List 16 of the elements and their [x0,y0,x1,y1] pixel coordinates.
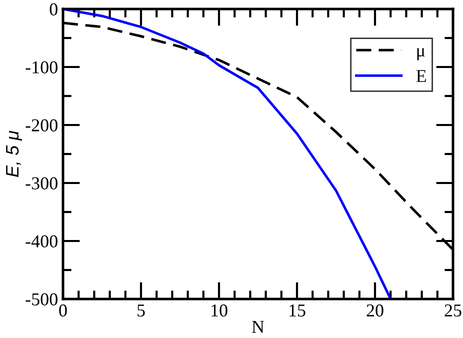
legend-label: μ [417,48,425,60]
y-tick-label: 0 [50,3,58,16]
y-axis-title: E, 5 μ [6,130,22,177]
x-tick-label: 20 [366,304,384,317]
y-tick-label: -300 [26,177,58,190]
legend-label: E [416,70,426,82]
x-axis-title: N [252,320,264,333]
y-tick-label: -500 [26,293,58,306]
x-tick-label: 5 [138,304,145,317]
y-tick-label: -400 [26,235,58,248]
x-tick-label: 15 [290,304,306,317]
x-tick-label: 25 [444,304,462,317]
y-tick-label: -100 [26,61,58,74]
x-tick-label: 10 [212,304,228,317]
x-tick-label: 0 [59,304,67,317]
y-tick-label: -200 [26,119,58,132]
